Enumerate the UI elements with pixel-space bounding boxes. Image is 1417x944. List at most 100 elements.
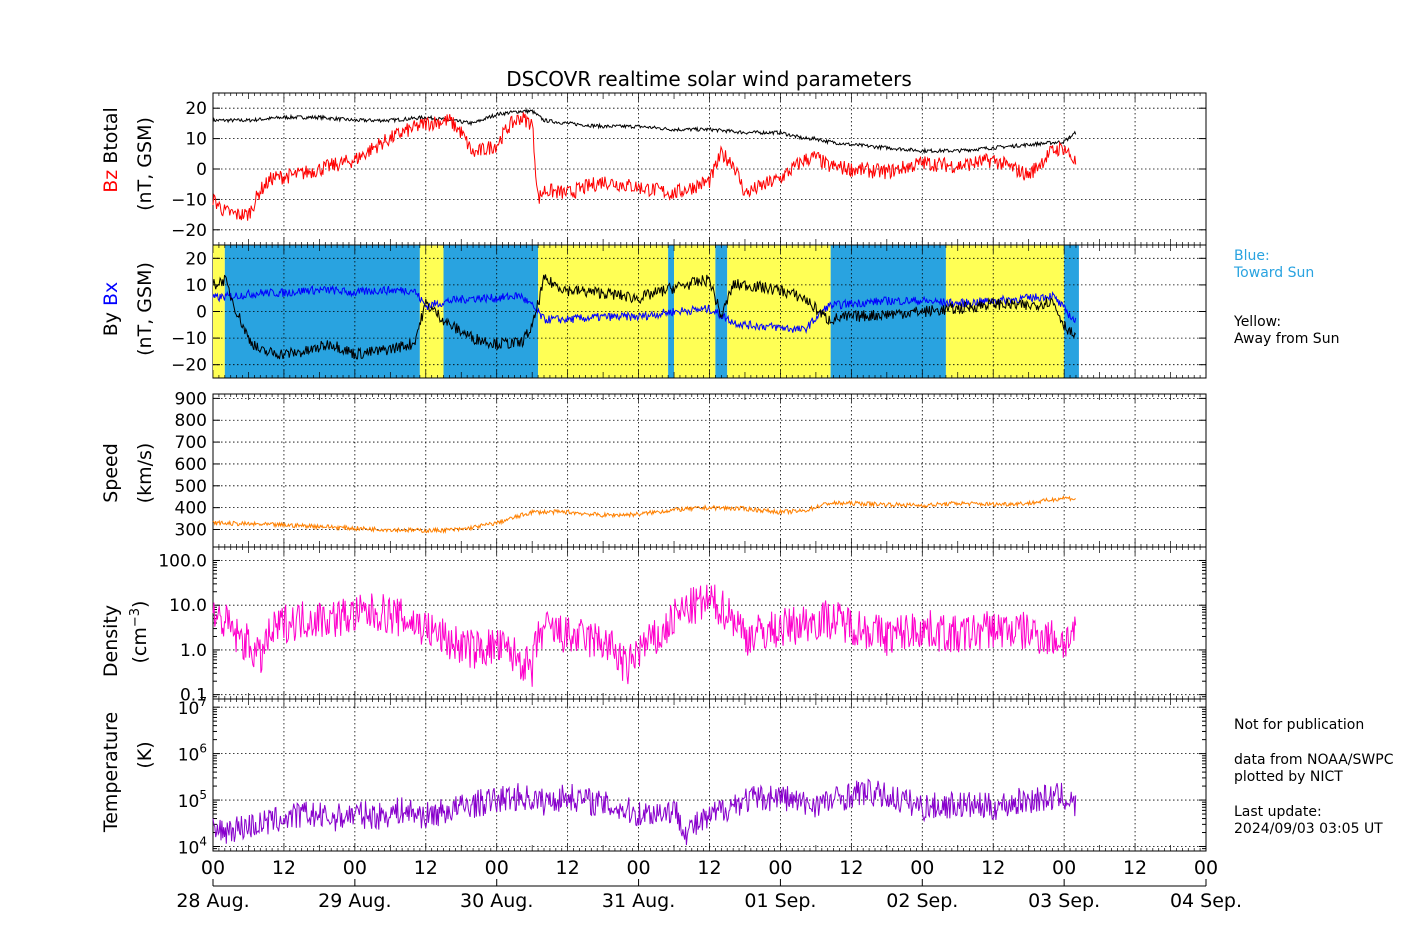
temperature-units: (K) — [134, 741, 156, 768]
x-day-label: 01 Sep. — [744, 890, 816, 912]
y-tick-label: 500 — [175, 477, 207, 497]
tick-base: 10 — [178, 699, 200, 719]
grid-lines — [213, 93, 1206, 851]
x-hour-label: 00 — [485, 857, 509, 879]
tick-base: 10 — [178, 838, 200, 858]
tick-exponent: 5 — [199, 788, 207, 802]
legend-yellow-title: Yellow: — [1234, 314, 1282, 330]
last-update: Last update: 2024/09/03 03:05 UT — [1234, 804, 1383, 838]
y-tick-label: −20 — [171, 356, 207, 376]
density-units-sup: −3 — [128, 608, 143, 627]
imf-band-away — [727, 245, 831, 378]
chart-title: DSCOVR realtime solar wind parameters — [506, 67, 912, 91]
series-line-by — [212, 274, 1077, 360]
legend-blue-title: Blue: — [1234, 248, 1270, 264]
y-tick-label: −20 — [171, 221, 207, 241]
series-line-density — [212, 584, 1077, 687]
bz-label: Bz — [100, 170, 122, 193]
y-tick-label: 400 — [175, 499, 207, 519]
tick-exponent: 6 — [199, 742, 207, 756]
note-not-for-publication: Not for publication — [1234, 717, 1365, 733]
btotal-ylabel: Bz Btotal — [100, 107, 122, 193]
temperature-ylabel: Temperature — [100, 712, 122, 833]
source-line-2: plotted by NICT — [1234, 769, 1343, 785]
source-line-1: data from NOAA/SWPC — [1234, 752, 1394, 768]
y-tick-label: −10 — [171, 190, 207, 210]
series-line-bx — [212, 284, 1077, 335]
x-hour-label: 00 — [201, 857, 225, 879]
x-hour-label: 00 — [768, 857, 792, 879]
legend-toward-sun: Blue: Toward Sun — [1234, 248, 1314, 282]
x-hour-label: 12 — [1123, 857, 1147, 879]
y-tick-label: 106 — [178, 742, 207, 766]
x-day-label: 31 Aug. — [602, 890, 675, 912]
y-tick-label: 100.0 — [158, 551, 207, 571]
bxby-ylabel: By Bx — [100, 282, 122, 337]
x-hour-label: 12 — [272, 857, 296, 879]
tick-exponent: 4 — [199, 834, 207, 848]
y-tick-label: 600 — [175, 455, 207, 475]
y-tick-label: 0 — [196, 303, 207, 323]
data-series — [212, 108, 1077, 846]
btotal-units: (nT, GSM) — [134, 117, 156, 211]
y-tick-label: 300 — [175, 521, 207, 541]
by-label: By — [100, 312, 122, 336]
last-update-label: Last update: — [1234, 804, 1322, 820]
x-hour-label: 00 — [1052, 857, 1076, 879]
time-axis-labels: 00 12 00 12 00 12 00 12 00 12 00 12 00 12 00 28 Aug. 29 … — [176, 857, 1242, 912]
legend-yellow-desc: Away from Sun — [1234, 331, 1340, 347]
y-tick-label: 20 — [185, 99, 207, 119]
btotal-label: Btotal — [100, 107, 122, 163]
x-hour-label: 12 — [414, 857, 438, 879]
y-tick-label: 900 — [175, 389, 207, 409]
density-ylabel: Density — [100, 605, 122, 677]
speed-ylabel: Speed — [100, 443, 122, 503]
legend-away-from-sun: Yellow: Away from Sun — [1234, 314, 1339, 348]
y-tick-label: 10.0 — [169, 596, 207, 616]
x-hour-label: 00 — [910, 857, 934, 879]
density-units-base: (cm — [129, 627, 151, 663]
x-hour-label: 12 — [981, 857, 1005, 879]
x-hour-label: 00 — [1194, 857, 1218, 879]
last-update-value: 2024/09/03 03:05 UT — [1234, 821, 1383, 837]
y-tick-label: −10 — [171, 329, 207, 349]
tick-base: 10 — [178, 746, 200, 766]
x-hour-label: 00 — [343, 857, 367, 879]
imf-band-toward — [1064, 245, 1079, 378]
y-tick-label: 10 — [185, 276, 207, 296]
density-units: (cm−3) — [128, 601, 151, 664]
x-day-label: 29 Aug. — [318, 890, 391, 912]
y-tick-label: 1.0 — [180, 641, 207, 661]
y-tick-label: 107 — [178, 695, 207, 719]
y-tick-label: 0 — [196, 160, 207, 180]
legend-blue-desc: Toward Sun — [1234, 265, 1315, 281]
tick-base: 10 — [178, 792, 200, 812]
x-day-label: 03 Sep. — [1028, 890, 1100, 912]
speed-units: (km/s) — [134, 443, 156, 504]
y-tick-label: 20 — [185, 249, 207, 269]
series-line-btotal — [212, 108, 1077, 155]
x-hour-label: 12 — [556, 857, 580, 879]
density-units-close: ) — [129, 601, 151, 608]
bxby-units: (nT, GSM) — [134, 262, 156, 356]
series-line-bz — [212, 112, 1077, 221]
y-tick-label: 800 — [175, 411, 207, 431]
x-day-label: 28 Aug. — [176, 890, 249, 912]
x-day-label: 30 Aug. — [460, 890, 533, 912]
series-line-temperature — [212, 778, 1077, 846]
series-line-speed — [212, 495, 1076, 534]
x-hour-label: 12 — [839, 857, 863, 879]
y-tick-label: 105 — [178, 788, 207, 812]
x-day-label: 04 Sep. — [1170, 890, 1242, 912]
axis-ticks: 20 10 0 −10 −20 20 10 0 −10 −20 900800700600500400… — [158, 93, 1207, 858]
y-tick-label: 0.1 — [180, 686, 207, 706]
y-tick-label: 104 — [178, 834, 207, 858]
x-hour-label: 00 — [626, 857, 650, 879]
x-hour-label: 12 — [697, 857, 721, 879]
tick-exponent: 7 — [199, 695, 207, 709]
y-tick-label: 700 — [175, 433, 207, 453]
data-source-note: data from NOAA/SWPC plotted by NICT — [1234, 752, 1393, 786]
y-tick-label: 10 — [185, 130, 207, 150]
